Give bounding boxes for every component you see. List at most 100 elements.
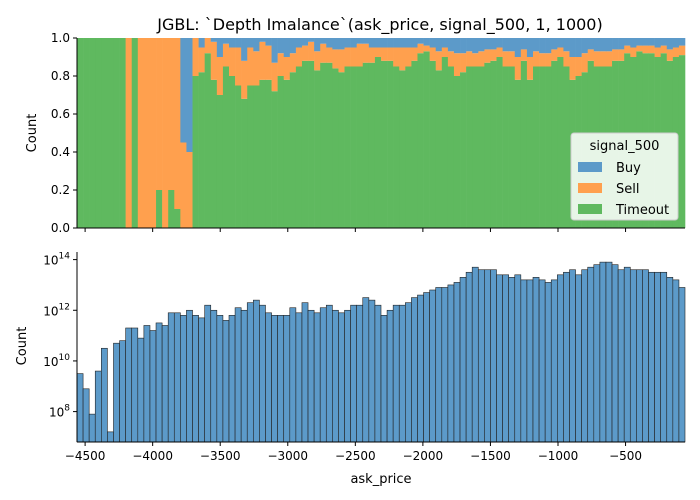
bar-timeout-64: [466, 66, 473, 228]
count-bar-59: [435, 287, 443, 443]
bar-timeout-70: [502, 66, 509, 228]
count-bar-0: [76, 373, 84, 443]
bar-buy-40: [320, 38, 327, 44]
bar-buy-29: [253, 38, 260, 52]
bar-buy-50: [381, 38, 388, 48]
count-bar-36: [295, 312, 303, 443]
bar-sell-89: [618, 49, 625, 61]
bar-sell-83: [581, 53, 589, 73]
bottom-x-tick-label: −4500: [65, 449, 106, 463]
count-bar-86: [599, 261, 607, 443]
count-bar-37: [301, 302, 309, 443]
bar-timeout-37: [301, 60, 309, 228]
bar-buy-46: [356, 38, 364, 44]
count-bar-13: [155, 322, 163, 443]
bar-timeout-3: [95, 38, 102, 228]
bar-buy-43: [338, 38, 345, 50]
bar-sell-96: [660, 45, 668, 54]
count-bar-24: [222, 320, 230, 443]
bar-buy-82: [575, 38, 582, 57]
count-bar-65: [471, 266, 479, 443]
bar-sell-37: [301, 45, 309, 61]
count-panel: 108 1010 1012 1014 −4500 −4000 −3500 −3000 −250…: [15, 252, 686, 487]
bar-sell-48: [368, 47, 376, 63]
bar-sell-34: [283, 57, 291, 80]
count-bar-29: [253, 299, 260, 443]
bar-sell-79: [557, 47, 564, 57]
bar-buy-83: [581, 38, 589, 54]
bar-timeout-13: [156, 190, 163, 228]
count-bar-3: [94, 370, 102, 443]
count-bar-34: [283, 315, 291, 443]
bar-sell-23: [216, 57, 224, 95]
bar-buy-51: [387, 38, 394, 48]
count-bar-7: [119, 340, 126, 443]
count-bar-1: [82, 388, 90, 443]
count-bar-11: [143, 325, 151, 443]
bar-timeout-24: [222, 66, 230, 228]
bar-timeout-67: [484, 62, 491, 229]
bar-timeout-20: [198, 72, 205, 228]
bar-sell-58: [429, 47, 437, 61]
bar-buy-25: [229, 38, 236, 48]
count-bar-32: [271, 315, 278, 443]
bar-timeout-1: [83, 38, 90, 228]
bar-sell-67: [484, 49, 491, 63]
count-bar-88: [611, 264, 619, 443]
bar-sell-85: [593, 51, 601, 67]
bar-timeout-75: [533, 66, 540, 228]
count-bar-50: [380, 315, 388, 443]
bar-sell-49: [374, 47, 382, 57]
bar-timeout-40: [320, 62, 327, 229]
count-bar-90: [623, 266, 631, 443]
bar-sell-8: [125, 38, 133, 228]
bar-buy-49: [374, 38, 382, 48]
bar-buy-70: [502, 38, 509, 52]
bar-timeout-73: [520, 60, 528, 228]
bar-timeout-19: [192, 76, 199, 228]
bar-timeout-57: [423, 51, 430, 228]
bar-buy-30: [259, 38, 266, 42]
bar-timeout-49: [374, 57, 382, 228]
count-bar-12: [149, 330, 157, 443]
bar-sell-22: [210, 41, 218, 80]
bar-sell-93: [642, 45, 649, 54]
bar-timeout-58: [429, 60, 437, 228]
bar-timeout-78: [551, 60, 558, 228]
bar-sell-11: [143, 38, 151, 228]
bar-sell-70: [502, 51, 509, 67]
bar-timeout-44: [344, 66, 351, 228]
count-bar-49: [374, 304, 382, 443]
x-axis-label: ask_price: [350, 472, 411, 487]
count-bar-74: [526, 279, 534, 443]
count-bar-6: [113, 342, 120, 443]
bar-buy-75: [533, 38, 540, 52]
bar-timeout-69: [496, 57, 503, 228]
count-bar-5: [107, 431, 114, 443]
bar-sell-24: [222, 43, 230, 67]
bar-buy-35: [289, 38, 297, 54]
bar-sell-53: [399, 47, 406, 71]
bar-timeout-41: [326, 62, 333, 229]
bar-sell-62: [453, 53, 461, 76]
bar-buy-26: [235, 38, 242, 48]
count-bar-47: [362, 297, 370, 443]
chart-title: JGBL: `Depth Imalance`(ask_price, signal…: [156, 15, 602, 35]
bar-sell-19: [192, 38, 199, 76]
bottom-x-tick-label: −2500: [335, 449, 376, 463]
bar-buy-65: [472, 38, 479, 54]
bar-buy-98: [672, 38, 680, 48]
proportion-panel: 0.0 0.2 0.4 0.6 0.8 1.0 Count signal_500 Buy Se…: [25, 31, 686, 235]
bar-buy-27: [241, 38, 248, 61]
bar-buy-31: [265, 38, 272, 46]
count-bar-14: [161, 325, 169, 443]
count-bar-83: [581, 269, 589, 443]
bar-timeout-80: [563, 66, 570, 228]
bar-sell-15: [168, 38, 175, 190]
bar-sell-39: [314, 51, 321, 71]
count-bar-97: [666, 277, 674, 443]
bar-timeout-71: [508, 66, 516, 228]
bar-buy-59: [435, 38, 443, 52]
bar-timeout-46: [356, 66, 364, 228]
count-bar-44: [344, 309, 351, 443]
